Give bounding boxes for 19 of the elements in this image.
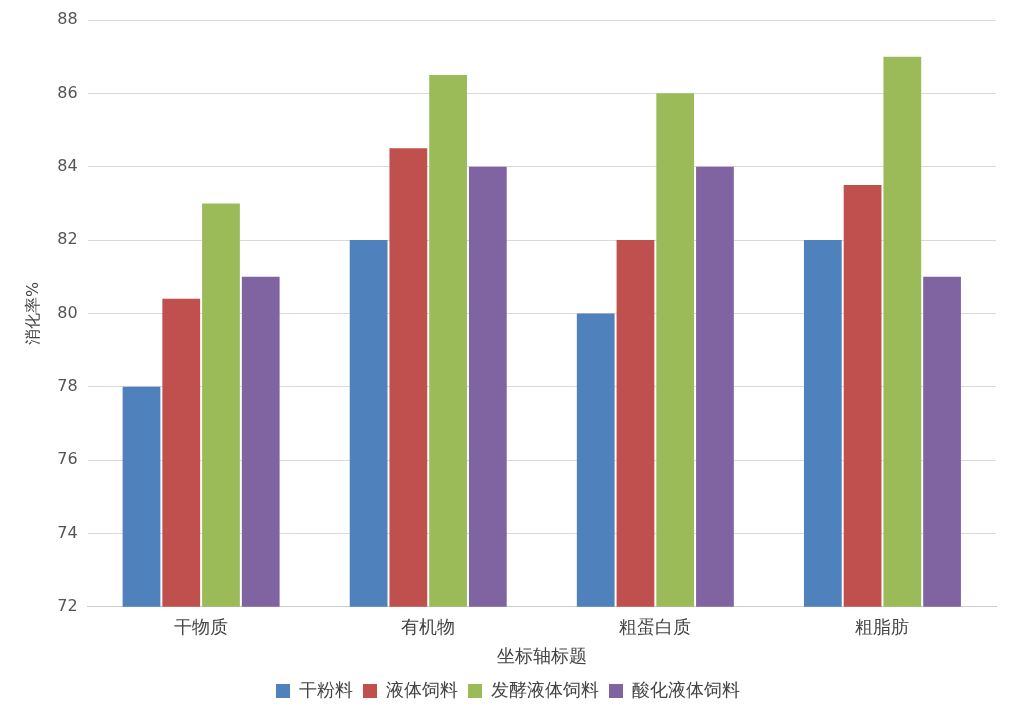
x-tick-label: 粗脂肪 xyxy=(855,616,910,638)
y-tick-label: 78 xyxy=(57,375,78,395)
y-tick-label: 72 xyxy=(57,595,78,615)
y-axis-title: 消化率% xyxy=(22,281,42,345)
y-tick-label: 84 xyxy=(57,155,78,175)
y-tick-label: 86 xyxy=(57,82,78,102)
legend-label: 酸化液体饲料 xyxy=(632,678,740,700)
y-tick-label: 80 xyxy=(57,302,78,322)
x-tick-label: 粗蛋白质 xyxy=(619,616,692,638)
x-axis-title: 坐标轴标题 xyxy=(496,644,587,666)
y-tick-label: 82 xyxy=(57,229,78,249)
y-tick-label: 76 xyxy=(57,449,78,469)
x-tick-label: 干物质 xyxy=(174,616,229,638)
legend-label: 液体饲料 xyxy=(386,678,458,700)
x-tick-label: 有机物 xyxy=(401,616,456,638)
legend-label: 干粉料 xyxy=(299,678,353,700)
y-tick-label: 74 xyxy=(57,522,78,542)
legend-label: 发酵液体饲料 xyxy=(491,678,599,700)
y-tick-label: 88 xyxy=(57,9,78,29)
